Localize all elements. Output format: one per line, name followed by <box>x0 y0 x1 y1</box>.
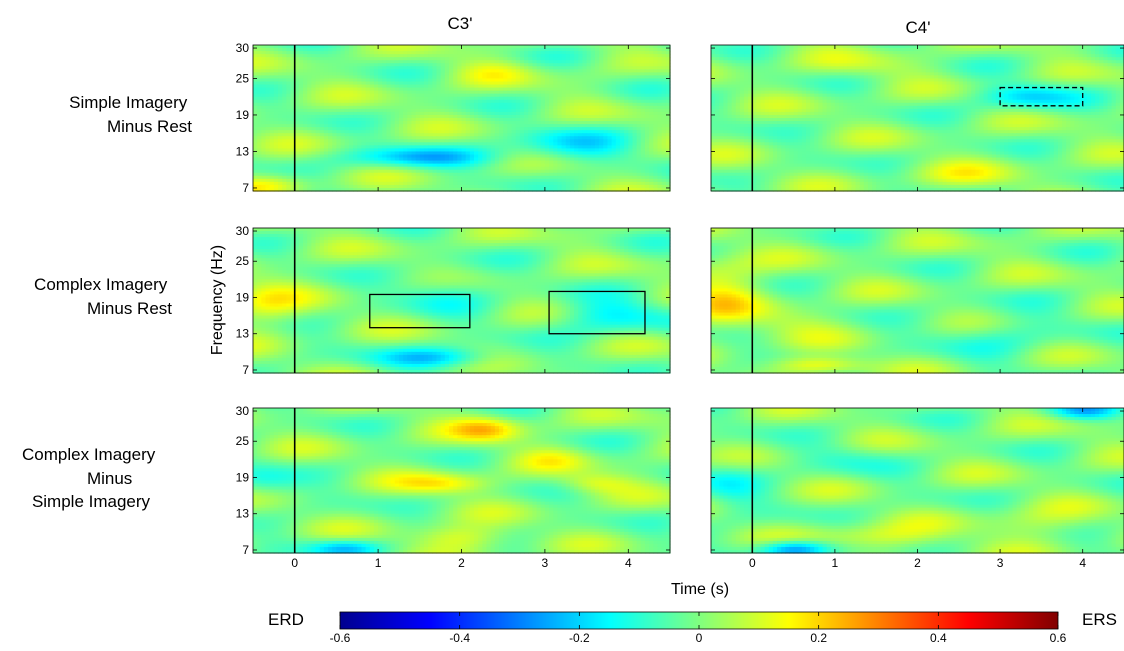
row-label-2: Complex Imagery Minus Rest <box>34 275 172 318</box>
column-title-c3: C3' <box>448 14 473 33</box>
heatmap-cells <box>253 45 671 192</box>
row-label-1: Simple Imagery Minus Rest <box>69 93 192 136</box>
column-title-c4: C4' <box>906 18 931 37</box>
heatmap-cells <box>711 45 1124 192</box>
row-label-3-line-2: Minus <box>87 469 132 488</box>
row-label-2-line-2: Minus Rest <box>87 299 172 318</box>
row-label-3: Complex Imagery Minus Simple Imagery <box>22 445 160 511</box>
panel-r1-c2 <box>711 45 1124 192</box>
y-tick-label: 7 <box>242 181 249 195</box>
y-axis-label: Frequency (Hz) <box>209 245 226 355</box>
row-label-2-line-1: Complex Imagery <box>34 275 168 294</box>
panel-r1-c1: 7 13 19 25 30 <box>236 41 671 195</box>
y-tick-label: 30 <box>236 41 250 55</box>
x-axis-label: Time (s) <box>671 581 729 598</box>
row-label-3-line-3: Simple Imagery <box>32 492 151 511</box>
row-label-1-line-2: Minus Rest <box>107 117 192 136</box>
y-tick-label: 13 <box>236 144 250 158</box>
y-tick-label: 25 <box>236 71 250 85</box>
row-label-3-line-1: Complex Imagery <box>22 445 156 464</box>
row-label-1-line-1: Simple Imagery <box>69 93 188 112</box>
y-tick-label: 19 <box>236 108 250 122</box>
